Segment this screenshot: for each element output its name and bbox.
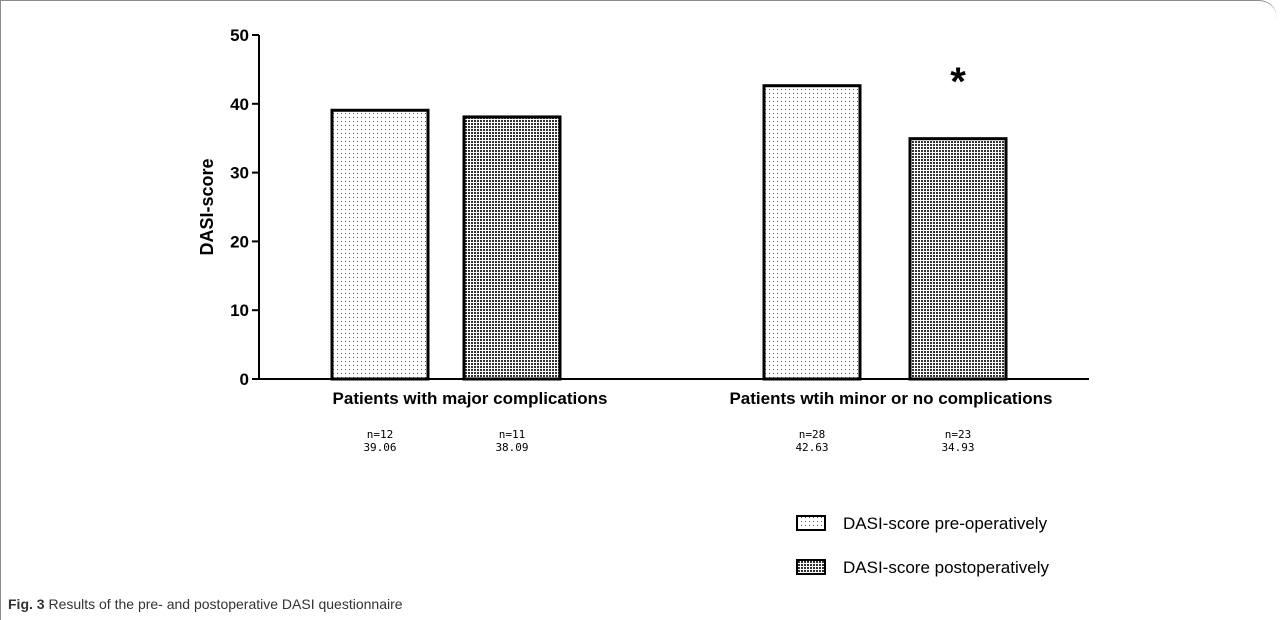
caption-label: Fig. 3	[8, 596, 45, 612]
bars	[330, 84, 1008, 381]
y-axis-label: DASI-score	[197, 158, 217, 255]
x-category-label: Patients wtih minor or no complications	[729, 389, 1052, 408]
bar-n-label: n=23	[945, 428, 972, 441]
legend: DASI-score pre-operatively DASI-score pos…	[796, 514, 1049, 577]
bar-n-label: n=11	[499, 428, 526, 441]
y-tick-label: 40	[230, 95, 249, 114]
legend-label: DASI-score pre-operatively	[843, 514, 1048, 533]
figure-caption: Fig. 3 Results of the pre- and postopera…	[8, 596, 403, 612]
bar-n-label: n=28	[799, 428, 826, 441]
x-category-label: Patients with major complications	[333, 389, 608, 408]
bar	[462, 115, 562, 381]
bar-value-label: 39.06	[363, 441, 396, 454]
y-tick-label: 50	[230, 26, 249, 45]
y-tick-label: 10	[230, 301, 249, 320]
caption-text: Results of the pre- and postoperative DA…	[44, 596, 403, 612]
bar	[762, 84, 862, 381]
legend-swatch	[796, 559, 826, 575]
bar-value-label: 38.09	[495, 441, 528, 454]
legend-label: DASI-score postoperatively	[843, 558, 1049, 577]
bar-value-label: 42.63	[795, 441, 828, 454]
bar	[330, 108, 430, 381]
bar-n-label: n=12	[367, 428, 394, 441]
legend-swatch	[796, 515, 826, 531]
bar	[908, 137, 1008, 381]
y-tick-label: 20	[230, 232, 249, 251]
bar-value-label: 34.93	[941, 441, 974, 454]
y-tick-label: 30	[230, 164, 249, 183]
y-tick-label: 0	[240, 370, 249, 389]
significance-asterisk: *	[950, 60, 966, 104]
